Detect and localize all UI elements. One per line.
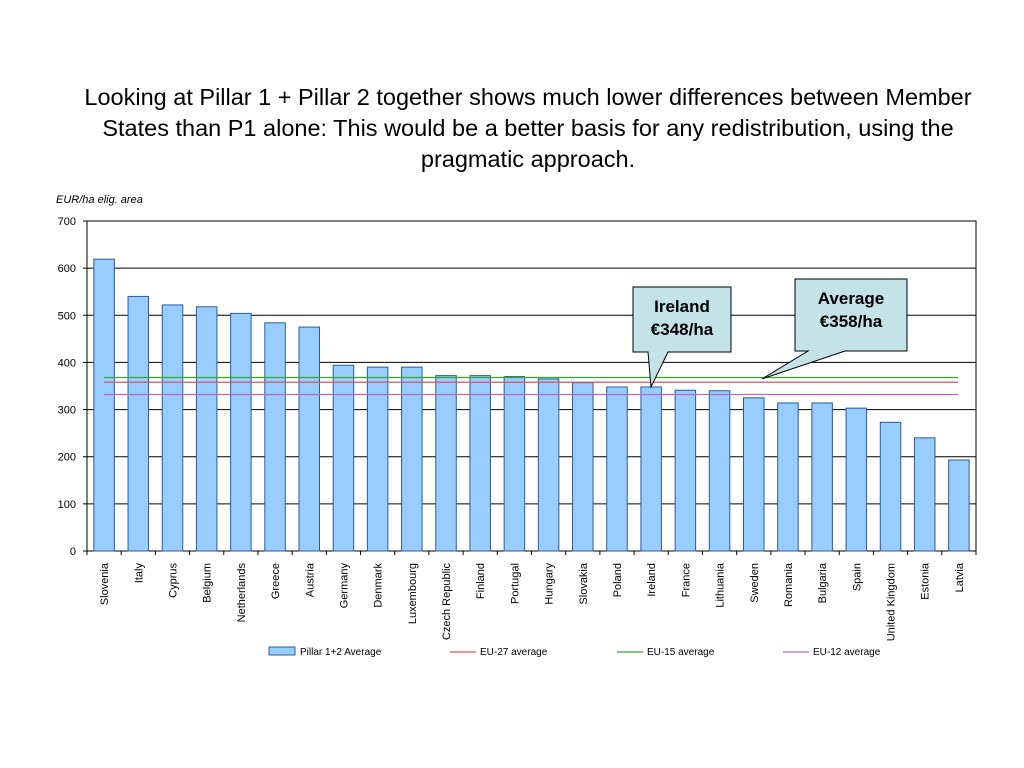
x-tick-label: Italy — [133, 563, 145, 584]
x-tick-label: Slovakia — [578, 562, 590, 604]
bar — [708, 390, 731, 552]
x-tick-label: Estonia — [920, 562, 932, 600]
x-tick-label: Netherlands — [236, 563, 248, 623]
bar — [606, 386, 628, 552]
y-tick-label: 200 — [58, 452, 76, 464]
bar — [845, 407, 868, 552]
legend: Pillar 1+2 Average EU-27 average EU-15 ave… — [268, 646, 881, 658]
plot-area: 0 100 200 300 400 500 600 700 Slovenia Italy Cypru… — [58, 216, 977, 658]
bar — [640, 386, 662, 552]
x-tick-label: Hungary — [544, 563, 556, 605]
bar — [366, 366, 389, 552]
bar — [127, 295, 150, 552]
x-tick-label: Portugal — [509, 563, 521, 604]
bar — [948, 459, 970, 552]
x-tick-label: Denmark — [373, 563, 385, 608]
y-tick-label: 400 — [58, 357, 76, 369]
callout-average: Average €358/ha — [761, 278, 908, 380]
legend-swatch — [268, 646, 296, 656]
callout-line1: Ireland — [654, 297, 710, 316]
x-tick-label: Czech Republic — [441, 563, 453, 641]
x-tick-label: Spain — [851, 563, 863, 591]
bar — [435, 375, 457, 552]
bar — [195, 306, 218, 552]
bar — [674, 389, 697, 552]
bar — [93, 258, 115, 552]
slide-title: Looking at Pillar 1 + Pillar 2 together … — [84, 84, 972, 172]
x-tick-label: Lithuania — [715, 562, 727, 608]
legend-label: EU-12 average — [813, 647, 881, 658]
legend-label: EU-15 average — [647, 647, 715, 658]
bar — [879, 421, 902, 552]
bar — [230, 312, 252, 552]
x-tick-label: Luxembourg — [407, 563, 419, 624]
callout-box — [632, 286, 732, 389]
y-tick-label: 700 — [58, 216, 76, 228]
callout-line2: €348/ha — [651, 320, 714, 339]
x-tick-label: Finland — [475, 563, 487, 599]
legend-label: EU-27 average — [480, 647, 548, 658]
x-tick-label: Greece — [270, 563, 282, 599]
y-tick-label: 100 — [58, 499, 76, 511]
x-tick-label: Sweden — [749, 563, 761, 603]
bar — [161, 304, 184, 552]
x-tick-label: Latvia — [954, 562, 966, 592]
bar — [537, 378, 560, 552]
bar — [401, 366, 423, 552]
x-tick-label: Austria — [304, 562, 316, 597]
y-tick-label: 0 — [70, 546, 76, 558]
callout-ireland: Ireland €348/ha — [632, 286, 732, 389]
bar — [332, 364, 355, 552]
bar — [913, 437, 936, 552]
x-tick-label: Bulgaria — [817, 562, 829, 603]
x-tick-label: France — [680, 563, 692, 597]
bar — [811, 402, 833, 552]
y-tick-label: 600 — [58, 263, 76, 275]
x-tick-label: Germany — [338, 563, 350, 609]
x-tick-label: United Kingdom — [886, 563, 898, 641]
y-tick-label: 300 — [58, 405, 76, 417]
y-tick-label: 500 — [58, 310, 76, 322]
x-tick-label: Slovenia — [99, 562, 111, 605]
callout-box — [761, 278, 908, 380]
x-tick-label: Poland — [612, 563, 624, 597]
x-tick-label: Cyprus — [167, 563, 179, 598]
bar — [298, 326, 321, 552]
bar — [264, 322, 286, 552]
callout-line2: €358/ha — [820, 312, 883, 331]
x-tick-label: Ireland — [646, 563, 658, 597]
bar — [469, 375, 491, 552]
bar — [503, 376, 526, 552]
x-tick-label: Belgium — [202, 563, 214, 603]
plot-border — [86, 220, 977, 552]
legend-label: Pillar 1+2 Average — [300, 647, 382, 658]
y-axis-label: EUR/ha elig. area — [56, 194, 143, 206]
bar — [572, 382, 594, 552]
bar — [777, 402, 799, 552]
callout-line1: Average — [818, 289, 884, 308]
bar — [742, 397, 765, 552]
x-tick-label: Romania — [783, 562, 795, 607]
